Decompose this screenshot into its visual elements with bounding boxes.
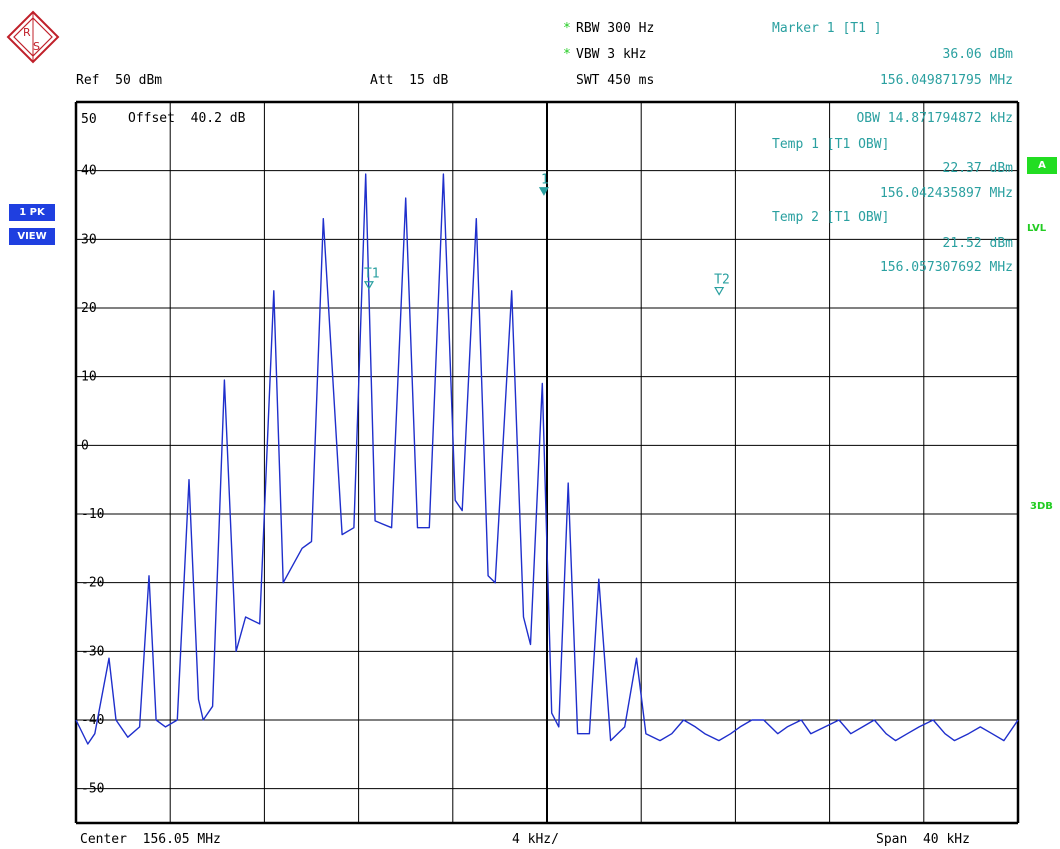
temp1-title: Temp 1 [T1 OBW] <box>772 137 890 152</box>
temp2-level: 21.52 dBm <box>942 236 1013 251</box>
marker-triangle <box>714 286 725 296</box>
temp1-frequency: 156.042435897 MHz <box>879 186 1013 201</box>
y-tick-label: 30 <box>81 232 97 247</box>
obw-readout: OBW 14.871794872 kHz <box>856 111 1013 126</box>
rbw-star: * <box>563 21 571 36</box>
vbw-star: * <box>563 47 571 62</box>
y-tick-label: -30 <box>81 644 104 659</box>
rbw-label: RBW 300 Hz <box>576 21 655 36</box>
marker-title: Marker 1 [T1 ] <box>772 21 882 36</box>
temp2-title: Temp 2 [T1 OBW] <box>772 210 890 225</box>
3db-label: 3DB <box>1030 501 1053 512</box>
y-tick-labels: 50 40 30 20 10 0 -10 -20 -30 -40 -50 <box>81 112 104 797</box>
marker-label: 1 <box>541 173 549 188</box>
trace-view-badge: VIEW <box>9 228 55 245</box>
center-frequency-label: Center 156.05 MHz <box>80 832 221 847</box>
plot-grid <box>74 100 1020 825</box>
marker-label: T1 <box>364 267 380 282</box>
attenuation-label: Att 15 dB <box>370 73 449 88</box>
y-tick-label: 50 <box>81 112 97 127</box>
y-tick-label: 10 <box>81 370 97 385</box>
temp2-frequency: 156.057307692 MHz <box>879 260 1013 275</box>
y-tick-label: -40 <box>81 713 104 728</box>
offset-label: Offset 40.2 dB <box>128 111 246 126</box>
sweep-time-label: SWT 450 ms <box>576 73 655 88</box>
temp1-level: 22.37 dBm <box>942 161 1013 176</box>
marker-frequency: 156.049871795 MHz <box>879 73 1013 88</box>
marker-triangle <box>538 187 549 196</box>
svg-text:R: R <box>23 26 31 39</box>
marker-level: 36.06 dBm <box>942 47 1013 62</box>
y-tick-label: 20 <box>81 301 97 316</box>
marker-triangle <box>363 281 374 290</box>
trace-layer <box>75 173 1019 745</box>
trace-mode-badge: 1 PK <box>9 204 55 221</box>
y-tick-label: 0 <box>81 438 89 453</box>
division-label: 4 kHz/ <box>512 832 559 847</box>
marker-layer: 1 T1 T2 <box>363 173 730 296</box>
y-tick-label: -10 <box>81 507 104 522</box>
y-tick-label: -20 <box>81 576 104 591</box>
spectrum-trace <box>75 173 1019 745</box>
svg-text:S: S <box>33 40 40 53</box>
trace-a-badge: A <box>1027 157 1057 174</box>
span-label: Span 40 kHz <box>876 832 970 847</box>
marker-label: T2 <box>714 273 730 288</box>
vbw-label: VBW 3 kHz <box>576 47 647 62</box>
y-tick-label: 40 <box>81 164 97 179</box>
y-tick-label: -50 <box>81 782 104 797</box>
ref-level-label: Ref 50 dBm <box>76 73 163 88</box>
rohde-schwarz-logo: R S <box>6 10 60 64</box>
lvl-label: LVL <box>1027 223 1047 234</box>
